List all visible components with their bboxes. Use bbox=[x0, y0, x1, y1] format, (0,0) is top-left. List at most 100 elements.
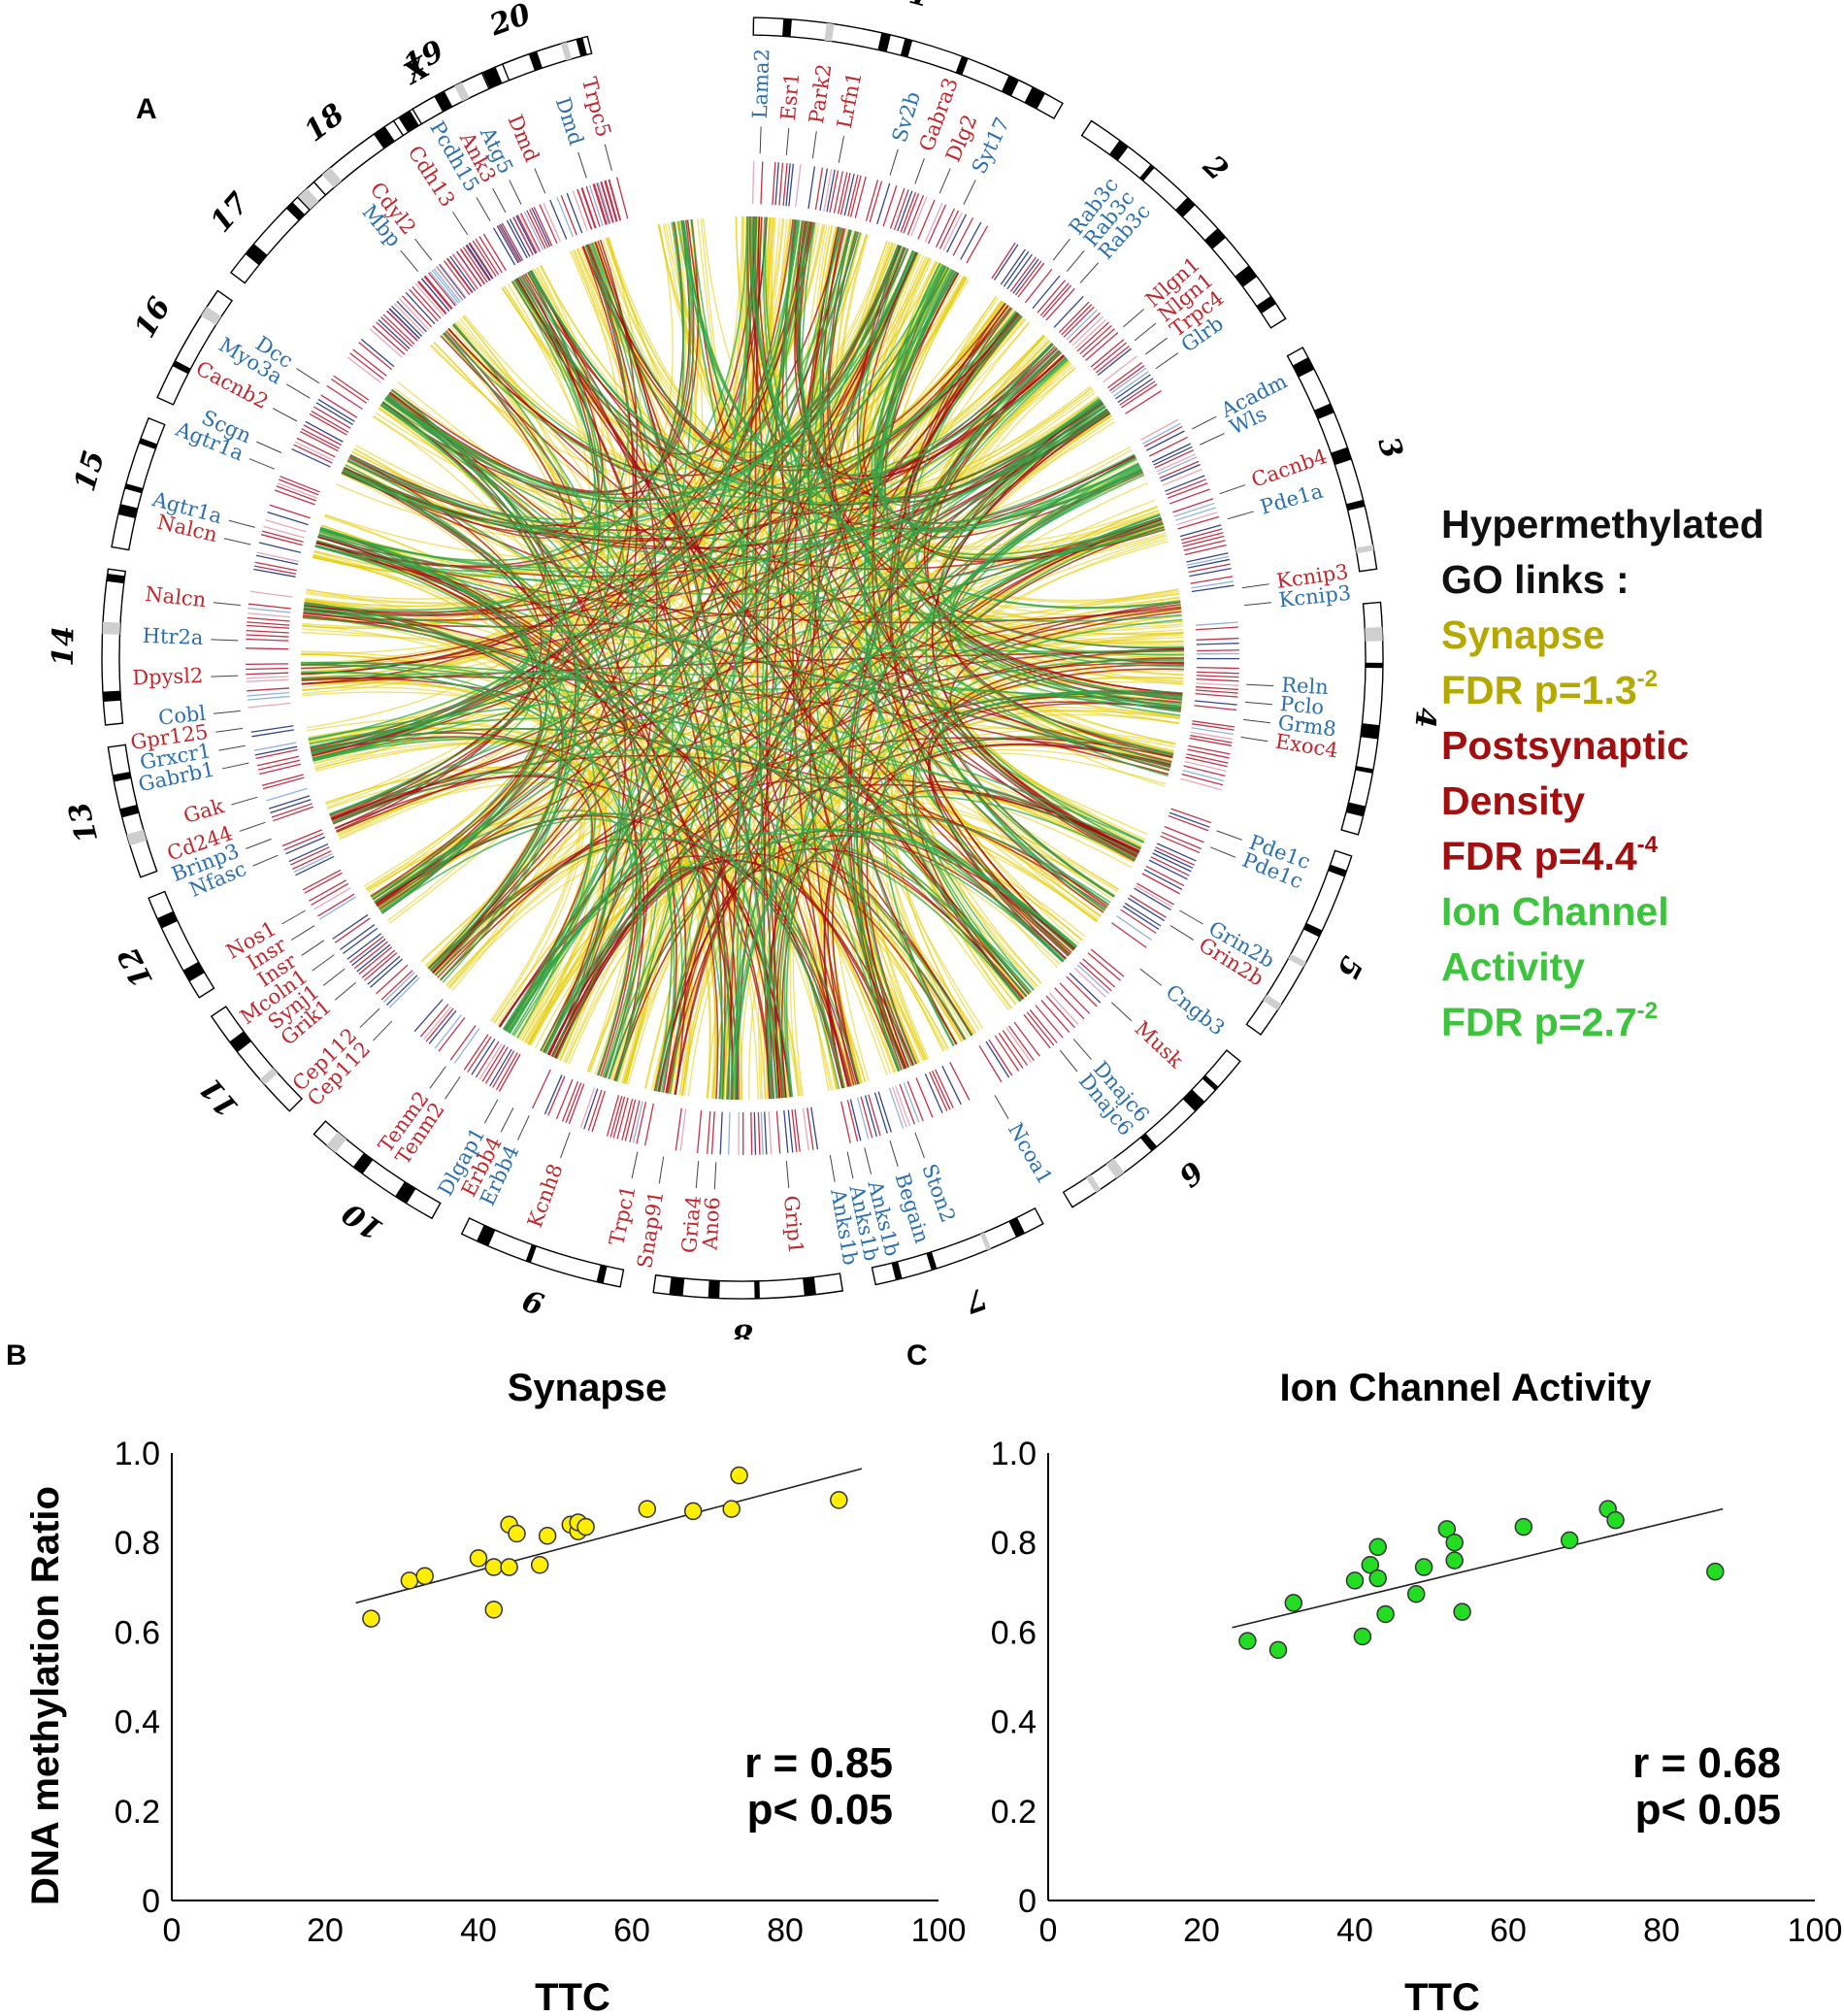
legend-ion-fdr-text: FDR p=2.7 bbox=[1441, 1000, 1637, 1044]
methylation-tick bbox=[826, 169, 836, 213]
chromosome-band bbox=[285, 202, 306, 221]
chromosome-band bbox=[1360, 723, 1380, 740]
panel-c-label: C bbox=[906, 1339, 928, 1372]
x-tick-label: 80 bbox=[1643, 1912, 1680, 1949]
methylation-tick bbox=[941, 1065, 962, 1106]
methylation-tick bbox=[1114, 374, 1151, 400]
go-link bbox=[309, 716, 1139, 855]
gene-leader bbox=[1209, 846, 1236, 858]
methylation-tick bbox=[294, 441, 334, 461]
x-tick-label: 60 bbox=[1490, 1912, 1527, 1949]
gene-leader bbox=[713, 1162, 717, 1190]
methylation-tick bbox=[1196, 649, 1239, 652]
methylation-tick bbox=[370, 958, 403, 988]
methylation-tick bbox=[889, 187, 906, 229]
go-link bbox=[329, 771, 642, 1079]
gene-leader bbox=[516, 1115, 530, 1140]
methylation-tick bbox=[795, 164, 802, 208]
go-link bbox=[433, 341, 888, 1076]
data-point bbox=[362, 1609, 380, 1628]
methylation-tick bbox=[1121, 383, 1158, 409]
y-tick-label: 1.0 bbox=[991, 1436, 1037, 1472]
methylation-tick bbox=[498, 224, 521, 263]
methylation-tick bbox=[1053, 295, 1084, 328]
methylation-tick bbox=[750, 1111, 753, 1155]
chromosome-band bbox=[525, 1244, 537, 1263]
methylation-tick bbox=[433, 268, 461, 303]
methylation-tick bbox=[1124, 902, 1162, 927]
chromosome-label: 18 bbox=[298, 97, 351, 149]
gene-leader bbox=[228, 519, 255, 528]
methylation-tick bbox=[1026, 1011, 1055, 1046]
methylation-tick bbox=[478, 236, 503, 274]
methylation-tick bbox=[382, 972, 415, 1003]
methylation-tick bbox=[424, 275, 453, 310]
legend-psd-fdr-text: FDR p=4.4 bbox=[1441, 834, 1637, 878]
x-tick-label: 40 bbox=[460, 1912, 497, 1949]
gene-label: Kcnh8 bbox=[523, 1161, 568, 1231]
chromosome-band bbox=[395, 1181, 416, 1205]
chromosome-band bbox=[119, 805, 140, 818]
methylation-tick bbox=[475, 1041, 500, 1078]
go-link bbox=[314, 545, 568, 983]
methylation-tick bbox=[906, 1080, 924, 1122]
y-tick-label: 0 bbox=[142, 1883, 160, 1920]
methylation-tick bbox=[588, 184, 604, 226]
methylation-tick bbox=[292, 850, 332, 870]
data-point bbox=[730, 1466, 748, 1485]
gene-leader bbox=[914, 157, 925, 184]
methylation-tick bbox=[1054, 987, 1085, 1020]
methylation-tick bbox=[388, 976, 420, 1008]
methylation-tick bbox=[247, 691, 290, 697]
methylation-tick bbox=[1190, 734, 1233, 744]
go-link bbox=[345, 464, 673, 1092]
methylation-tick bbox=[414, 282, 445, 316]
methylation-tick bbox=[247, 616, 290, 622]
gene-leader bbox=[1066, 249, 1085, 272]
methylation-tick bbox=[262, 777, 305, 790]
methylation-tick bbox=[581, 187, 597, 229]
methylation-tick bbox=[495, 1052, 518, 1091]
methylation-tick bbox=[1182, 535, 1225, 547]
methylation-tick bbox=[587, 1089, 603, 1131]
methylation-tick bbox=[1196, 675, 1239, 678]
methylation-tick bbox=[556, 196, 574, 238]
data-point bbox=[1706, 1562, 1725, 1581]
gene-leader bbox=[785, 1160, 790, 1188]
methylation-tick bbox=[1074, 318, 1107, 349]
gene-label: Lrfn1 bbox=[833, 70, 867, 130]
legend-synapse-fdr-exp: -2 bbox=[1636, 666, 1658, 692]
methylation-tick bbox=[1143, 425, 1183, 447]
methylation-tick bbox=[1066, 975, 1098, 1008]
methylation-tick bbox=[1125, 390, 1162, 414]
methylation-tick bbox=[802, 1107, 809, 1151]
methylation-tick bbox=[1076, 964, 1110, 995]
x-tick-label: 20 bbox=[307, 1912, 344, 1949]
gene-leader bbox=[1179, 909, 1203, 925]
go-link bbox=[498, 855, 852, 1087]
go-link bbox=[312, 535, 530, 760]
methylation-tick bbox=[356, 943, 391, 973]
methylation-tick bbox=[1195, 692, 1238, 698]
chromosome-band bbox=[669, 1276, 685, 1297]
methylation-tick bbox=[1169, 488, 1210, 505]
go-link bbox=[941, 618, 1183, 906]
methylation-tick bbox=[906, 194, 924, 236]
methylation-tick bbox=[247, 702, 291, 709]
methylation-tick bbox=[1191, 580, 1234, 589]
go-link bbox=[764, 216, 1169, 777]
methylation-tick bbox=[1073, 967, 1106, 998]
methylation-tick bbox=[893, 189, 909, 231]
go-link bbox=[615, 232, 862, 1082]
go-link bbox=[853, 347, 1058, 1065]
data-point bbox=[538, 1527, 557, 1545]
methylation-tick bbox=[247, 621, 290, 626]
methylation-tick bbox=[1172, 498, 1214, 513]
methylation-tick bbox=[1127, 897, 1166, 922]
chromosome-band bbox=[296, 188, 319, 211]
go-link bbox=[312, 736, 593, 1035]
gene-leader bbox=[604, 144, 612, 171]
gene-label: Snap91 bbox=[633, 1189, 668, 1270]
methylation-tick bbox=[1188, 563, 1231, 574]
gene-leader bbox=[695, 1160, 700, 1188]
